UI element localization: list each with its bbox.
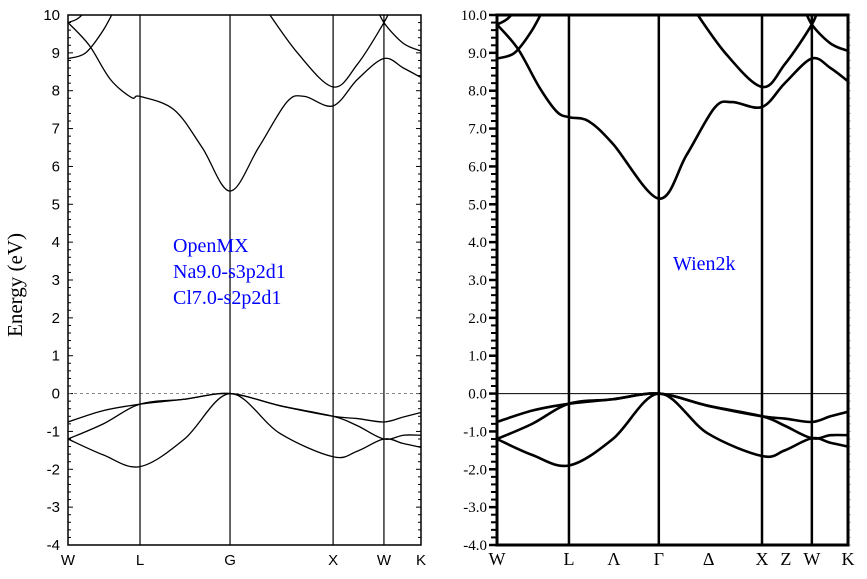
bands [68,15,421,468]
wien2k-band-panel: -4.0 -3.0 -2.0 -1.0 0.0 1.0 2.0 3.0 4.0 5.0 6.0 7.0… [461,8,855,569]
y-tick-label: 6.0 [468,159,487,175]
y-tick-label: 10.0 [461,8,487,24]
k-point-label: W [377,552,392,569]
y-tick-label: 7 [52,121,60,138]
y-tick-label: 5.0 [468,197,487,213]
plot-frame [495,13,850,547]
y-tick-label: 2 [52,310,60,327]
band-6-line [68,15,83,24]
k-point-label: W [489,549,506,569]
y-tick-label: 9 [52,45,60,62]
y-tick-label: 3.0 [468,273,487,289]
y-tick-label: 10 [43,7,60,24]
y-tick-label: -4 [47,537,60,554]
y-tick-label: 0 [52,386,60,403]
band-8-line [378,15,421,52]
k-point-label: L [136,552,144,569]
y-tick-label: 1.0 [468,349,487,365]
y-tick-label: 1 [52,348,60,365]
y-tick-label: -2 [47,461,60,478]
y-tick-label: -2.0 [463,462,487,478]
k-point-label: X [328,552,338,569]
k-point-label: W [61,552,76,569]
k-point-label: K [842,549,855,569]
band-4-line [497,23,848,200]
y-tick-label: 7.0 [468,122,487,138]
y-tick-label: 8.0 [468,84,487,100]
annotation-text: Na9.0-s3p2d1 [173,261,286,283]
band-8-line [805,15,848,53]
y-tick-label: 5 [52,196,60,213]
y-tick-label: 9.0 [468,46,487,62]
y-tick-label: -4.0 [463,538,487,554]
bands [497,15,848,468]
k-path-label: Δ [703,549,715,569]
band-7-line [269,15,389,88]
k-point-label: L [563,549,574,569]
band-3-line [68,392,421,423]
k-point-label: Γ [654,549,664,569]
annotation-text: Wien2k [673,253,736,275]
y-tick-label: 4 [52,234,60,251]
k-point-label: W [803,549,820,569]
y-tick-label: -1.0 [463,424,487,440]
band-4-line [68,22,421,192]
band-1-line [68,392,421,468]
y-tick-label: 8 [52,83,60,100]
annotation-text: Cl7.0-s2p2d1 [173,287,281,309]
plot-frame [67,14,422,546]
band-6-line [497,15,514,26]
band-7-line [696,15,818,89]
k-path-label: Λ [607,549,620,569]
k-path-label: Z [780,549,791,569]
y-tick-label: 2.0 [468,311,487,327]
y-tick-label: 0.0 [468,387,487,403]
band-3-line [497,392,848,424]
annotation-text: OpenMX [173,235,249,257]
y-tick-label: -1 [47,423,60,440]
y-tick-label: 4.0 [468,235,487,251]
k-point-label: K [416,552,426,569]
y-tick-label: -3.0 [463,500,487,516]
y-tick-label: -3 [47,499,60,516]
openmx-band-panel: -4 -3 -2 -1 0 1 2 3 4 5 6 7 8 9 10 W L G X W K OpenMX Na9.0-s3… [3,7,426,569]
y-tick-label: 6 [52,158,60,175]
k-point-label: G [224,552,236,569]
y-tick-label: 3 [52,272,60,289]
k-point-label: X [756,549,769,569]
y-axis-label: Energy (eV) [3,233,27,337]
